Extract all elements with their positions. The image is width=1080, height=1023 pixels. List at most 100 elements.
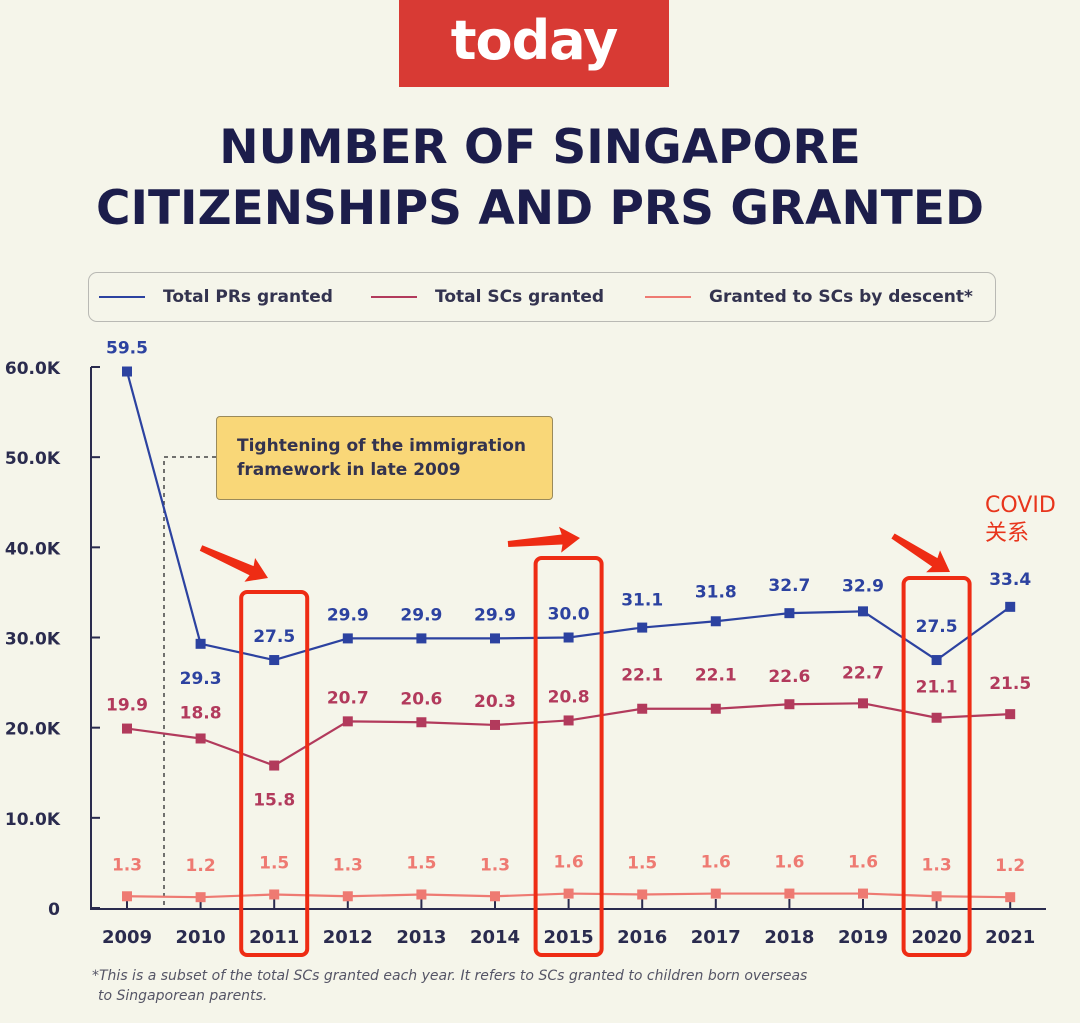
legend-item-scs: Total SCs granted [371,273,604,320]
chart-legend: Total PRs granted Total SCs granted Gran… [88,272,996,322]
data-point-marker [931,891,942,902]
footnote-line-2: to Singaporean parents. [98,988,268,1004]
x-tick-label: 2018 [764,927,814,948]
highlight-arrow [891,533,950,573]
x-tick-label: 2016 [617,927,667,948]
highlight-arrow [507,526,581,553]
covid-annotation: COVID 关系 [985,492,1056,548]
data-point-marker [416,889,427,900]
data-label: 31.1 [621,591,663,611]
y-tick-label: 10.0K [5,810,61,830]
chart-title-line-2: CITIZENSHIPS AND PRS GRANTED [96,181,984,236]
footnote: *This is a subset of the total SCs grant… [92,966,972,1006]
data-label: 29.9 [400,605,442,625]
legend-swatch-prs [99,295,145,298]
legend-item-descent: Granted to SCs by descent* [645,273,973,320]
data-point-marker [195,638,206,649]
data-label: 21.1 [916,678,958,698]
x-tick-label: 2011 [249,927,299,948]
data-label: 27.5 [253,627,295,647]
data-point-marker [342,633,353,644]
data-point-marker [416,633,427,644]
data-point-marker [122,366,132,377]
data-point-marker [416,717,427,728]
data-point-marker [195,892,206,903]
data-label: 20.3 [474,692,516,712]
data-point-marker [1005,601,1016,612]
legend-swatch-descent [645,295,691,298]
today-logo: today [399,0,669,87]
covid-annotation-line-2: 关系 [985,521,1030,546]
highlight-box [533,556,604,957]
x-tick-label: 2014 [470,927,520,948]
data-label: 31.8 [695,582,737,602]
data-label: 1.5 [406,853,436,873]
series-line [126,702,1011,767]
data-point-marker [784,608,795,619]
callout-line-1: Tightening of the immigration [237,436,526,456]
data-label: 29.9 [327,605,369,625]
x-tick-label: 2021 [985,927,1035,948]
legend-item-prs: Total PRs granted [99,273,333,320]
data-label: 32.7 [768,576,810,596]
data-point-marker [490,719,500,730]
data-label: 1.5 [259,853,289,873]
data-point-marker [637,703,648,714]
x-tick-label: 2017 [691,927,741,948]
data-point-marker [195,733,206,744]
data-label: 20.7 [327,688,369,708]
data-label: 20.6 [400,689,442,709]
data-point-marker [342,891,353,902]
arrow-shape [199,545,268,582]
y-tick-label: 30.0K [5,630,61,650]
data-point-marker [269,889,280,900]
x-tick-label: 2015 [544,927,594,948]
callout-line-2: framework in late 2009 [237,460,461,480]
data-point-marker [1005,709,1016,720]
data-point-marker [784,888,795,899]
covid-annotation-line-1: COVID [985,493,1056,518]
arrow-shape [891,533,950,573]
data-point-marker [563,715,574,726]
arrow-shape [507,526,581,553]
data-label: 18.8 [180,703,222,723]
data-point-marker [710,703,721,714]
data-point-marker [342,716,353,727]
data-label: 1.6 [774,853,804,873]
data-label: 19.9 [106,696,148,716]
data-label: 20.8 [548,687,590,707]
data-label: 22.1 [695,666,737,686]
data-label: 22.6 [768,667,810,687]
chart-title-line-1: NUMBER OF SINGAPORE [219,120,861,175]
data-label: 1.3 [480,855,510,875]
data-label: 30.0 [548,605,590,625]
data-label: 1.3 [922,855,952,875]
data-point-marker [710,616,721,627]
data-label: 1.3 [333,855,363,875]
policy-callout: Tightening of the immigration framework … [216,416,553,500]
highlight-box [901,576,972,957]
data-point-marker [931,712,942,723]
y-tick-label: 20.0K [5,720,61,740]
callout-connector [163,456,216,908]
data-point-marker [637,889,648,900]
highlight-box [239,590,310,957]
data-point-marker [490,633,500,644]
data-label: 1.2 [995,856,1025,876]
data-point-marker [269,760,280,771]
legend-label-scs: Total SCs granted [435,286,605,307]
x-tick-label: 2019 [838,927,888,948]
data-point-marker [490,891,500,902]
data-point-marker [1005,892,1016,903]
data-label: 1.6 [701,853,731,873]
data-label: 1.3 [112,855,142,875]
data-label: 29.9 [474,605,516,625]
data-label: 15.8 [253,791,295,811]
data-point-marker [563,632,574,643]
data-label: 32.9 [842,576,884,596]
data-label: 59.5 [106,339,148,359]
legend-label-descent: Granted to SCs by descent* [709,286,973,307]
y-tick-label: 60.0K [5,359,61,379]
data-label: 29.3 [180,669,222,689]
